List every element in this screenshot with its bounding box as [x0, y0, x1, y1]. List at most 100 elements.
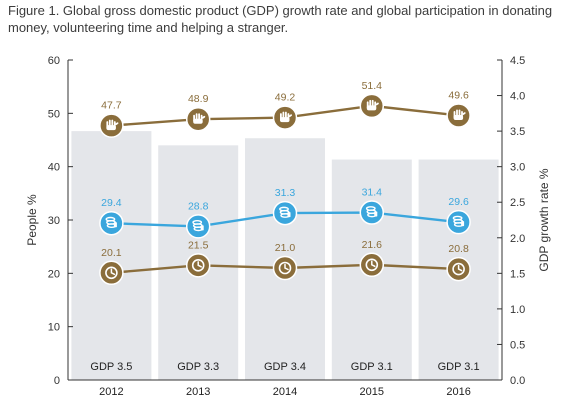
right-tick-label: 2.0 — [510, 233, 525, 245]
gdp-bar-label: GDP 3.1 — [438, 361, 480, 373]
data-point — [446, 256, 471, 282]
right-tick-label: 1.0 — [510, 304, 525, 316]
helping-hand-icon — [366, 99, 379, 111]
note — [461, 221, 465, 227]
x-tick-label: 2015 — [360, 386, 384, 398]
clock-icon — [452, 262, 465, 276]
data-label: 47.7 — [101, 100, 122, 112]
data-label: 49.6 — [448, 89, 469, 101]
thumb — [115, 122, 119, 126]
palm — [106, 125, 116, 131]
left-tick-label: 30 — [48, 215, 60, 227]
x-tick-label: 2013 — [186, 386, 210, 398]
y-axis-title: People % — [25, 194, 39, 246]
data-point — [99, 210, 124, 236]
finger — [198, 113, 200, 121]
clock-face — [452, 262, 465, 276]
finger — [111, 119, 114, 127]
clock-hands — [371, 260, 376, 268]
data-point — [359, 93, 385, 119]
gdp-bar-label: GDP 3.5 — [90, 361, 132, 373]
note — [113, 222, 117, 228]
data-label: 31.3 — [275, 187, 296, 199]
right-tick-label: 0.5 — [510, 339, 525, 351]
money-icon — [279, 206, 291, 218]
data-point — [185, 253, 211, 278]
data-point — [446, 209, 471, 235]
helping-hand-icon — [453, 109, 466, 120]
thumb — [288, 114, 293, 118]
left-tick-label: 10 — [48, 322, 60, 334]
finger — [456, 109, 458, 117]
finger — [371, 99, 374, 107]
clock-icon — [105, 266, 118, 280]
chart-title: Figure 1. Global gross domestic product … — [8, 3, 553, 35]
right-tick-label: 2.5 — [510, 197, 525, 209]
data-label: 21.0 — [275, 242, 296, 254]
right-tick-label: 4.0 — [510, 91, 525, 103]
point-marker — [446, 209, 471, 235]
helping-hand-icon — [193, 113, 206, 124]
money-icon — [365, 206, 378, 218]
palm — [193, 118, 203, 124]
finger — [282, 111, 285, 119]
thumb — [462, 112, 466, 115]
data-label: 20.1 — [101, 247, 122, 259]
right-tick-label: 4.5 — [510, 55, 525, 67]
data-point — [185, 214, 211, 239]
gdp-bar-label: GDP 3.1 — [351, 361, 393, 373]
helping-hand-icon — [106, 119, 119, 131]
gdp-bar-label: GDP 3.4 — [264, 361, 306, 373]
data-label: 20.8 — [448, 243, 469, 255]
y2-axis-title: GDP growth rate % — [537, 168, 551, 271]
x-tick-label: 2016 — [446, 386, 470, 398]
left-tick-label: 40 — [48, 162, 60, 174]
data-point — [99, 113, 124, 138]
data-label: 31.4 — [362, 187, 383, 199]
helping-hand-icon — [280, 111, 293, 123]
x-tick-label: 2012 — [99, 386, 123, 398]
money-icon — [105, 216, 117, 229]
data-label: 48.9 — [188, 93, 209, 105]
gdp-bar-2012 — [71, 131, 152, 380]
point-marker — [185, 214, 211, 239]
clock-face — [278, 261, 292, 275]
left-tick-label: 20 — [48, 268, 60, 280]
point-marker — [359, 200, 385, 225]
data-point — [446, 103, 471, 128]
data-label: 29.6 — [448, 196, 469, 208]
clock-face — [105, 266, 118, 280]
right-tick-label: 0.0 — [510, 375, 525, 387]
left-tick-label: 0 — [54, 375, 60, 387]
clock-hands — [457, 264, 463, 272]
point-marker — [99, 210, 124, 236]
data-point — [99, 260, 124, 286]
finger — [369, 99, 372, 107]
finger — [108, 119, 111, 127]
palm — [453, 114, 464, 120]
clock-hands — [110, 268, 116, 276]
data-point — [185, 106, 211, 132]
data-point — [272, 105, 298, 130]
left-tick-label: 60 — [48, 55, 60, 67]
finger — [195, 113, 198, 121]
money-icon — [452, 215, 465, 227]
data-label: 21.5 — [188, 239, 209, 251]
note — [374, 211, 378, 217]
right-tick-label: 3.5 — [510, 126, 525, 138]
x-tick-label: 2014 — [273, 386, 297, 398]
note — [287, 212, 291, 218]
data-label: 28.8 — [188, 200, 209, 212]
right-tick-label: 3.0 — [510, 162, 525, 174]
point-marker — [272, 200, 298, 226]
thumb — [202, 115, 206, 119]
thumb — [375, 102, 379, 106]
data-label: 29.4 — [101, 197, 122, 209]
data-point — [272, 255, 298, 281]
finger — [458, 109, 461, 117]
clock-face — [365, 258, 379, 272]
data-point — [359, 252, 385, 278]
data-point — [359, 200, 385, 225]
gdp-bar-label: GDP 3.3 — [177, 361, 219, 373]
note — [200, 225, 204, 231]
